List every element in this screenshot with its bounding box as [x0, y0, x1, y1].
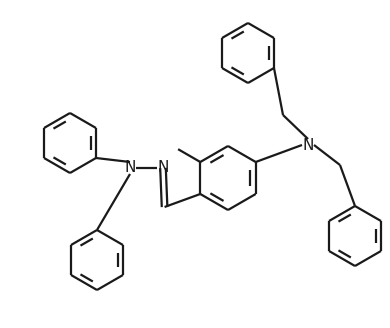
Text: N: N [124, 160, 136, 175]
Text: N: N [302, 137, 314, 153]
Text: N: N [157, 160, 169, 175]
